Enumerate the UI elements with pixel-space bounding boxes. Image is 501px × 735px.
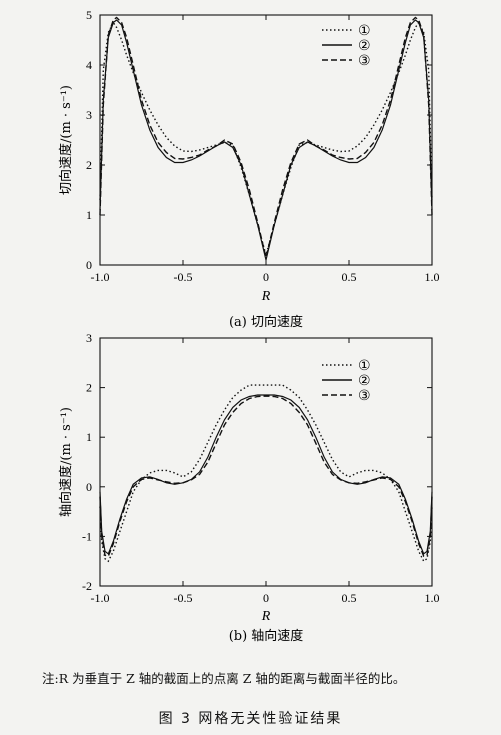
chart2-x-tick-label: -1.0 — [91, 591, 110, 605]
chart2-subcaption: (b) 轴向速度 — [229, 628, 304, 644]
chart2-y-tick-label: 1 — [86, 430, 92, 444]
chart1-y-tick-label: 5 — [86, 8, 92, 22]
chart1-y-tick-label: 2 — [86, 158, 92, 172]
chart2-plot-frame — [99, 337, 433, 587]
chart2-series-line-2 — [99, 394, 433, 555]
chart2-y-tick-label: 0 — [86, 480, 92, 494]
chart1-x-tick-label: 0.5 — [342, 270, 357, 284]
chart2-legend-label-3: ③ — [358, 388, 371, 404]
chart1-x-tick-label: -0.5 — [174, 270, 193, 284]
chart1-legend-label-1: ① — [358, 23, 371, 39]
chart1-y-tick-label: 3 — [86, 108, 92, 122]
chart1-x-tick-label: 0 — [263, 270, 269, 284]
chart1-y-axis-label: 切向速度/(m · s⁻¹) — [58, 85, 74, 195]
chart1-y-tick-label: 1 — [86, 208, 92, 222]
chart1-y-tick-label: 4 — [86, 58, 92, 72]
chart1-x-tick-label: -1.0 — [91, 270, 110, 284]
chart2-x-tick-label: 0.5 — [342, 591, 357, 605]
chart2-x-axis-label: R — [261, 609, 271, 624]
chart1-plot-frame — [99, 14, 433, 266]
chart2-legend-label-2: ② — [358, 373, 371, 389]
chart1-series-line-1 — [99, 21, 433, 258]
chart2-y-tick-label: 3 — [86, 331, 92, 345]
chart1-x-tick-label: 1.0 — [425, 270, 440, 284]
chart1-legend-label-3: ③ — [358, 53, 371, 69]
figure-charts: -1.0 -0.5 0 0.5 1.0 0 1 2 3 4 5 R 切向速度/(m · s⁻¹) (a) … — [58, 8, 440, 644]
chart2-x-tick-label: 0 — [263, 591, 269, 605]
chart1-series-line-3 — [99, 16, 433, 258]
chart1-x-axis-label: R — [261, 289, 271, 304]
chart2-x-tick-label: -0.5 — [174, 591, 193, 605]
chart2-y-tick-label: -2 — [82, 579, 92, 593]
chart2-series-line-3 — [99, 395, 433, 558]
figure-note: 注:R 为垂直于 Z 轴的截面上的点离 Z 轴的距离与截面半径的比。 — [42, 671, 406, 686]
chart2-series-line-1 — [99, 384, 433, 563]
chart1-subcaption: (a) 切向速度 — [229, 314, 303, 330]
chart1-legend-label-2: ② — [358, 38, 371, 54]
chart2-legend-label-1: ① — [358, 358, 371, 374]
chart2-y-axis-label: 轴向速度/(m · s⁻¹) — [58, 407, 74, 517]
chart2-y-tick-label: 2 — [86, 381, 92, 395]
figure-caption: 图 3 网格无关性验证结果 — [158, 711, 343, 727]
chart1-y-tick-label: 0 — [86, 258, 92, 272]
chart2-y-tick-label: -1 — [82, 529, 92, 543]
chart2-x-tick-label: 1.0 — [425, 591, 440, 605]
chart1-series-line-2 — [99, 19, 433, 261]
